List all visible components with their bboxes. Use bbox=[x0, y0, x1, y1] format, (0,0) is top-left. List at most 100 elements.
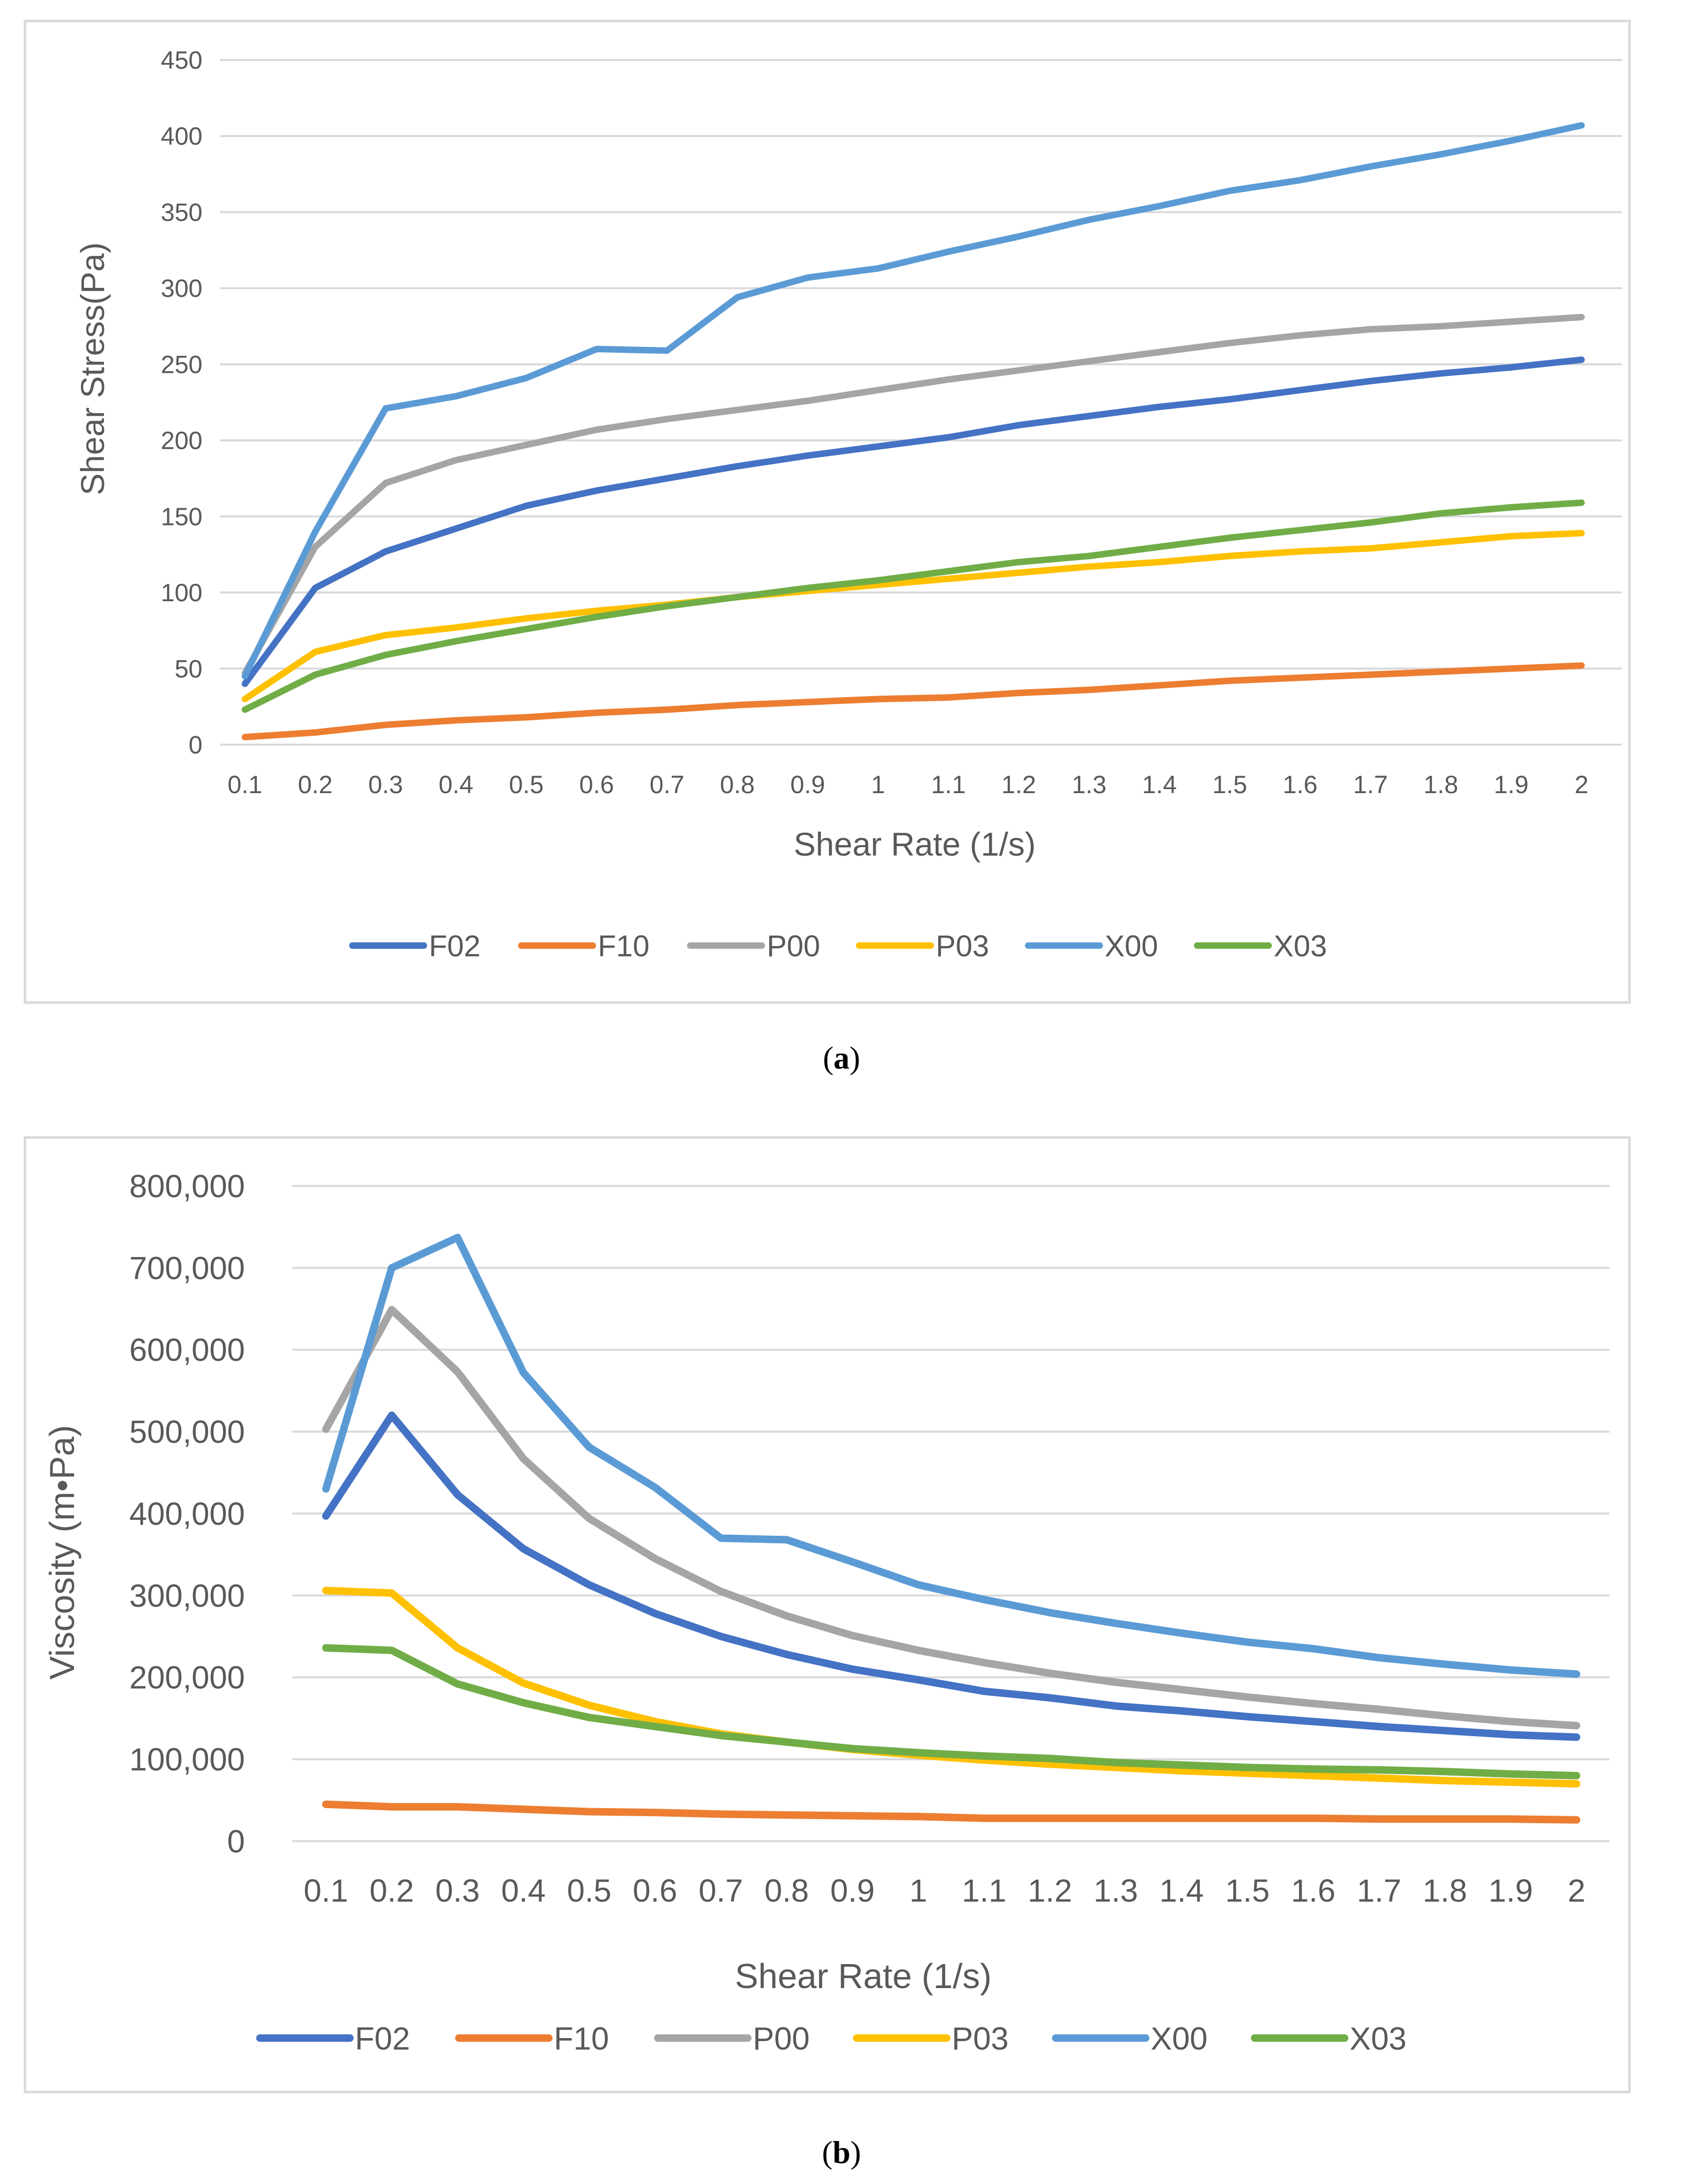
caption-b-letter: b bbox=[832, 2135, 851, 2170]
chart-b-x-tick-label: 2 bbox=[1568, 1873, 1586, 1909]
chart-b-x-tick-label: 0.9 bbox=[830, 1873, 875, 1909]
chart-b-x-tick-label: 1.7 bbox=[1357, 1873, 1401, 1909]
chart-a-x-tick-label: 0.6 bbox=[579, 771, 614, 799]
chart-a-x-ticks: 0.1 0.2 0.3 0.4 0.5 0.6 0.7 0.8 0.9 1 1.1 1.2 1.3 1.4… bbox=[227, 771, 1589, 799]
chart-b-x-tick-label: 0.5 bbox=[567, 1873, 611, 1909]
chart-a-x-tick-label: 2 bbox=[1575, 771, 1589, 799]
chart-b-x-tick-label: 1 bbox=[909, 1873, 927, 1909]
chart-a-y-tick-label: 350 bbox=[161, 198, 202, 226]
chart-b-x-tick-label: 0.6 bbox=[633, 1873, 677, 1909]
chart-b-y-tick-label: 700,000 bbox=[129, 1250, 245, 1286]
chart-b-x-tick-label: 0.7 bbox=[699, 1873, 743, 1909]
chart-a-y-tick-label: 200 bbox=[161, 427, 202, 455]
chart-b-legend-label-f10: F10 bbox=[554, 2021, 609, 2057]
chart-b-x-tick-label: 0.4 bbox=[501, 1873, 546, 1909]
chart-b-series-x03 bbox=[322, 1644, 1581, 1780]
chart-a-x-tick-label: 1.3 bbox=[1072, 771, 1107, 799]
chart-a-x-tick-label: 0.9 bbox=[790, 771, 825, 799]
chart-a-legend-label-f10: F10 bbox=[598, 930, 649, 963]
chart-b-x-ticks: 0.1 0.2 0.3 0.4 0.5 0.6 0.7 0.8 0.9 1 1.1 1.2 1.3 1.4… bbox=[304, 1873, 1586, 1909]
chart-b-x-tick-label: 1.8 bbox=[1423, 1873, 1467, 1909]
chart-a-x-tick-label: 1.4 bbox=[1142, 771, 1177, 799]
chart-a-x-tick-label: 1.6 bbox=[1283, 771, 1318, 799]
chart-a-x-tick-label: 1.7 bbox=[1353, 771, 1388, 799]
chart-b-y-tick-label: 100,000 bbox=[129, 1742, 245, 1778]
chart-a-x-tick-label: 0.8 bbox=[720, 771, 755, 799]
chart-b-y-ticks: 0 100,000 200,000 300,000 400,000 500,000 600,… bbox=[129, 1168, 245, 1859]
chart-a-y-tick-label: 50 bbox=[174, 655, 202, 683]
chart-a-series-p00 bbox=[241, 314, 1585, 677]
chart-b-x-tick-label: 1.5 bbox=[1225, 1873, 1270, 1909]
chart-b-legend: F02 F10 P00 P03 X00 X03 bbox=[256, 2021, 1407, 2057]
chart-b-y-tick-label: 400,000 bbox=[129, 1496, 245, 1532]
chart-a-series-x00 bbox=[241, 122, 1585, 680]
chart-a-x-tick-label: 0.5 bbox=[509, 771, 544, 799]
chart-b-y-tick-label: 200,000 bbox=[129, 1660, 245, 1696]
chart-b-y-axis-label: Viscosity (m•Pa) bbox=[42, 1425, 81, 1679]
chart-b-series-x00 bbox=[322, 1233, 1581, 1678]
chart-a-series bbox=[241, 122, 1585, 741]
chart-a-series-f02 bbox=[241, 356, 1585, 687]
chart-b-y-tick-label: 0 bbox=[227, 1823, 245, 1859]
chart-b-x-tick-label: 1.4 bbox=[1159, 1873, 1204, 1909]
chart-b-x-tick-label: 0.2 bbox=[369, 1873, 414, 1909]
chart-a-legend-label-p00: P00 bbox=[767, 930, 820, 963]
chart-b-legend-label-x00: X00 bbox=[1151, 2021, 1208, 2057]
chart-a-legend-label-p03: P03 bbox=[936, 930, 989, 963]
caption-a-letter: a bbox=[833, 1040, 850, 1076]
chart-b-y-tick-label: 800,000 bbox=[129, 1168, 245, 1204]
chart-a-y-tick-label: 0 bbox=[188, 731, 202, 759]
chart-a-x-tick-label: 1.2 bbox=[1001, 771, 1036, 799]
chart-b-legend-label-p03: P03 bbox=[952, 2021, 1009, 2057]
chart-b-legend-label-f02: F02 bbox=[355, 2021, 410, 2057]
chart-b-y-tick-label: 600,000 bbox=[129, 1332, 245, 1368]
chart-a-y-tick-label: 250 bbox=[161, 350, 202, 378]
chart-a-gridlines bbox=[220, 59, 1622, 746]
chart-a-x-tick-label: 1 bbox=[871, 771, 885, 799]
chart-b-y-tick-label: 300,000 bbox=[129, 1578, 245, 1614]
chart-b-x-tick-label: 0.8 bbox=[764, 1873, 809, 1909]
chart-a-frame bbox=[23, 19, 1631, 1004]
chart-b-x-tick-label: 0.3 bbox=[435, 1873, 480, 1909]
chart-a-y-tick-label: 450 bbox=[161, 46, 202, 74]
chart-a-x-tick-label: 1.9 bbox=[1494, 771, 1529, 799]
caption-a: (a) bbox=[823, 1040, 860, 1076]
chart-a-x-tick-label: 0.4 bbox=[438, 771, 473, 799]
chart-a-legend-label-f02: F02 bbox=[429, 930, 480, 963]
chart-a-x-tick-label: 1.1 bbox=[931, 771, 966, 799]
chart-a-y-tick-label: 150 bbox=[161, 503, 202, 531]
caption-b: (b) bbox=[822, 2135, 861, 2170]
chart-b-series-p00 bbox=[322, 1306, 1581, 1730]
chart-b-x-tick-label: 1.6 bbox=[1291, 1873, 1336, 1909]
chart-a-x-tick-label: 0.2 bbox=[298, 771, 333, 799]
chart-a-y-ticks: 0 50 100 150 200 250 300 350 400 450 bbox=[161, 46, 202, 759]
chart-a-legend-label-x00: X00 bbox=[1105, 930, 1158, 963]
chart-b-y-tick-label: 500,000 bbox=[129, 1414, 245, 1450]
chart-a-series-p03 bbox=[241, 530, 1585, 703]
chart-b-legend-label-x03: X03 bbox=[1350, 2021, 1407, 2057]
chart-a-y-tick-label: 400 bbox=[161, 122, 202, 150]
chart-a-series-f10 bbox=[241, 662, 1585, 741]
chart-a-x-tick-label: 0.1 bbox=[227, 771, 262, 799]
chart-a-x-tick-label: 1.8 bbox=[1424, 771, 1459, 799]
chart-b-x-axis-label: Shear Rate (1/s) bbox=[735, 1957, 992, 1996]
chart-b-legend-label-p00: P00 bbox=[753, 2021, 810, 2057]
chart-b-x-tick-label: 0.1 bbox=[304, 1873, 348, 1909]
chart-a-legend-label-x03: X03 bbox=[1274, 930, 1327, 963]
chart-b-series bbox=[322, 1233, 1581, 1824]
chart-a-x-axis-label: Shear Rate (1/s) bbox=[794, 826, 1036, 863]
chart-b-x-tick-label: 1.9 bbox=[1489, 1873, 1533, 1909]
chart-b-x-tick-label: 1.3 bbox=[1094, 1873, 1138, 1909]
chart-a-x-tick-label: 0.3 bbox=[368, 771, 403, 799]
chart-b-series-f02 bbox=[322, 1411, 1581, 1741]
chart-b-frame bbox=[23, 1136, 1631, 2094]
chart-a-y-tick-label: 300 bbox=[161, 274, 202, 302]
chart-a-x-tick-label: 1.5 bbox=[1213, 771, 1248, 799]
chart-a-legend: F02 F10 P00 P03 X00 X03 bbox=[349, 930, 1327, 963]
chart-a-series-x03 bbox=[241, 499, 1585, 713]
chart-a-y-tick-label: 100 bbox=[161, 579, 202, 607]
chart-b-series-f10 bbox=[322, 1800, 1581, 1824]
chart-a-x-tick-label: 0.7 bbox=[650, 771, 685, 799]
